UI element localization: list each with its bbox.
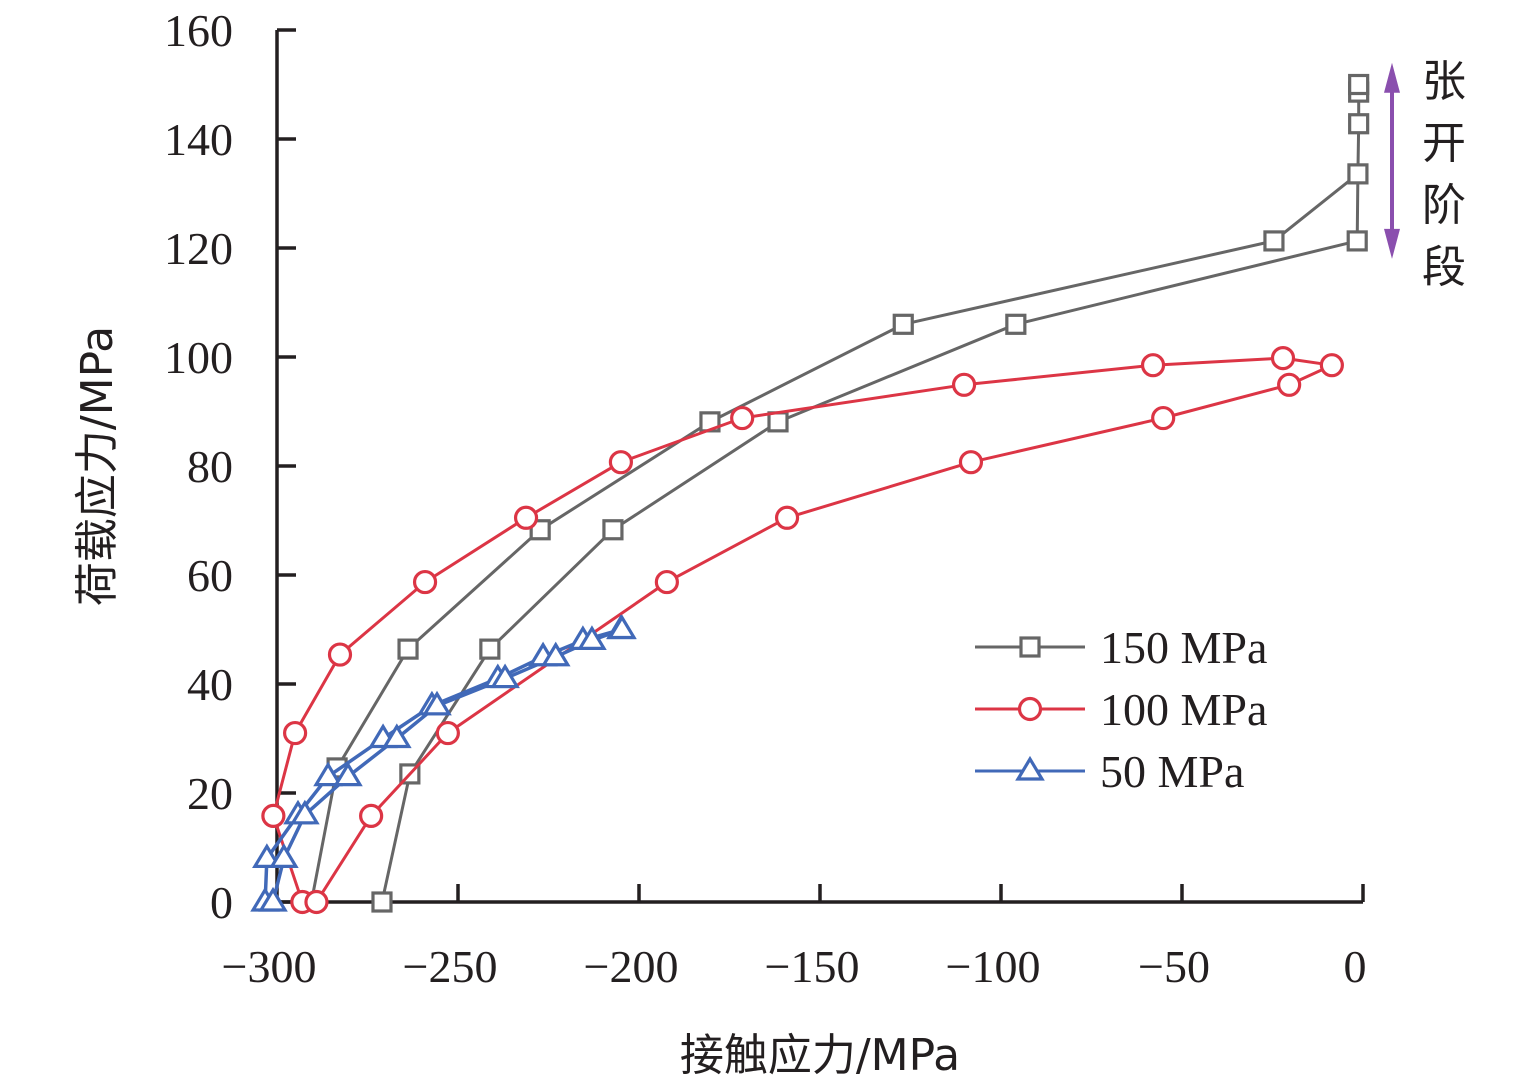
data-point [397, 638, 419, 660]
y-ticks: 0 20 40 60 80 100 120 140 160 [164, 5, 296, 928]
data-point [892, 313, 914, 335]
data-point [283, 720, 308, 746]
data-point [1270, 345, 1296, 371]
annotation-char: 开 [1422, 118, 1466, 169]
legend-label: 50 MPa [1100, 746, 1244, 797]
data-point [261, 803, 286, 828]
x-tick-label: −50 [1138, 941, 1210, 992]
data-point [1151, 405, 1176, 431]
legend-label: 100 MPa [1100, 684, 1267, 735]
data-point [608, 450, 634, 475]
data-point [1348, 73, 1370, 96]
data-point [290, 799, 320, 825]
data-point [435, 720, 460, 746]
data-point [1005, 313, 1027, 335]
data-point [540, 641, 571, 667]
data-point [359, 803, 384, 828]
data-point [422, 690, 452, 716]
data-point [958, 450, 984, 475]
x-tick-label: −200 [584, 941, 679, 992]
data-point [951, 372, 977, 397]
data-point [327, 642, 353, 667]
y-tick-label: 20 [187, 768, 233, 819]
y-tick-label: 0 [210, 877, 233, 928]
axes: 0 20 40 60 80 100 120 140 160 −300 −250 −200 −150 −1… [164, 5, 1367, 992]
annotation-char: 段 [1422, 242, 1466, 293]
arrow-up-icon [1384, 62, 1400, 93]
data-point [654, 569, 679, 595]
data-point [1319, 353, 1344, 378]
x-tick-label: −250 [403, 941, 498, 992]
data-point [1140, 353, 1166, 378]
data-point [577, 625, 607, 651]
data-point [304, 889, 329, 915]
series-layer [250, 73, 1370, 915]
data-point [529, 519, 551, 541]
legend-item: 100 MPa [975, 684, 1267, 735]
data-point [269, 843, 299, 869]
arrow-down-icon [1384, 228, 1400, 259]
series-100-mpa [261, 345, 1344, 915]
data-point [412, 569, 438, 595]
data-point [767, 411, 789, 433]
x-tick-label: −300 [222, 941, 317, 992]
data-point [602, 519, 624, 541]
data-point [730, 405, 755, 431]
data-point [1348, 113, 1370, 135]
data-point [479, 638, 501, 660]
y-axis-title: 荷载应力/MPa [72, 326, 123, 606]
y-tick-label: 140 [164, 114, 233, 165]
x-ticks: −300 −250 −200 −150 −100 −50 0 [222, 884, 1367, 992]
data-point [313, 761, 343, 787]
annotation-char: 张 [1422, 56, 1466, 107]
data-point [333, 761, 363, 787]
y-tick-label: 40 [187, 659, 233, 710]
y-tick-label: 100 [164, 332, 233, 383]
legend-marker-circle-icon [1017, 696, 1043, 722]
legend-marker-square-icon [1019, 636, 1041, 658]
data-point [1347, 163, 1369, 185]
data-point [1263, 230, 1285, 252]
y-tick-label: 60 [187, 550, 233, 601]
data-point [490, 663, 520, 689]
data-point [774, 505, 800, 530]
legend-label: 150 MPa [1100, 622, 1267, 673]
y-tick-label: 160 [164, 5, 233, 56]
x-tick-label: −100 [946, 941, 1041, 992]
data-point [258, 886, 288, 912]
data-point [252, 843, 282, 869]
data-point [381, 723, 412, 749]
x-tick-label: −150 [765, 941, 860, 992]
data-point [1277, 372, 1302, 397]
data-point [607, 614, 637, 640]
x-tick-label: 0 [1344, 941, 1367, 992]
y-tick-label: 80 [187, 441, 233, 492]
series-50-mpa [250, 614, 637, 912]
data-point [1346, 230, 1368, 252]
data-point [371, 891, 393, 913]
series-line [271, 356, 1334, 903]
x-axis-title: 接触应力/MPa [680, 1030, 960, 1081]
annotation-char: 阶 [1422, 180, 1466, 231]
legend: 150 MPa 100 MPa 50 MPa [975, 622, 1267, 797]
legend-marker-triangle-icon [1015, 755, 1045, 781]
data-point [513, 505, 539, 530]
legend-item: 50 MPa [975, 746, 1244, 797]
legend-item: 150 MPa [975, 622, 1267, 673]
y-tick-label: 120 [164, 223, 233, 274]
